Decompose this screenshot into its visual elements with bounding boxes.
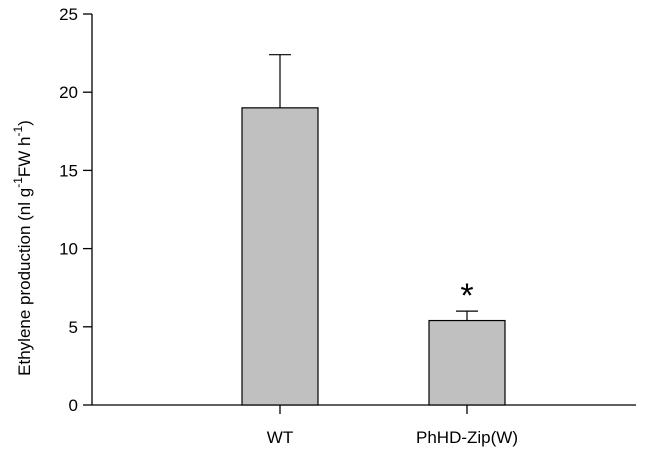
y-tick-label-10: 10 (59, 240, 78, 259)
y-axis-label-mid: FW h (15, 137, 34, 178)
y-tick-label-5: 5 (69, 318, 78, 337)
y-tick-label-20: 20 (59, 83, 78, 102)
y-axis-label-sup2: -1 (11, 126, 25, 137)
labels: Ethylene production (nl g-1FW h-1) (11, 120, 34, 376)
y-axis-label-sup1: -1 (11, 177, 25, 188)
bar-phhd-zip-w (428, 319, 506, 406)
y-tick-label-0: 0 (69, 396, 78, 415)
axes: 0 5 10 15 20 25 WT PhHD-Zip(W) (59, 5, 636, 447)
x-tick-label-wt: WT (267, 428, 293, 447)
y-tick-label-25: 25 (59, 5, 78, 24)
y-axis-label-main: Ethylene production (nl g (15, 188, 34, 376)
bars: * (241, 54, 506, 406)
y-tick-label-15: 15 (59, 161, 78, 180)
bar-wt (241, 107, 319, 406)
x-tick-label-phhd-zip-w: PhHD-Zip(W) (416, 428, 518, 447)
significance-asterisk: * (460, 277, 473, 315)
y-axis-label: Ethylene production (nl g-1FW h-1) (11, 120, 34, 376)
y-axis-label-end: ) (15, 120, 34, 126)
